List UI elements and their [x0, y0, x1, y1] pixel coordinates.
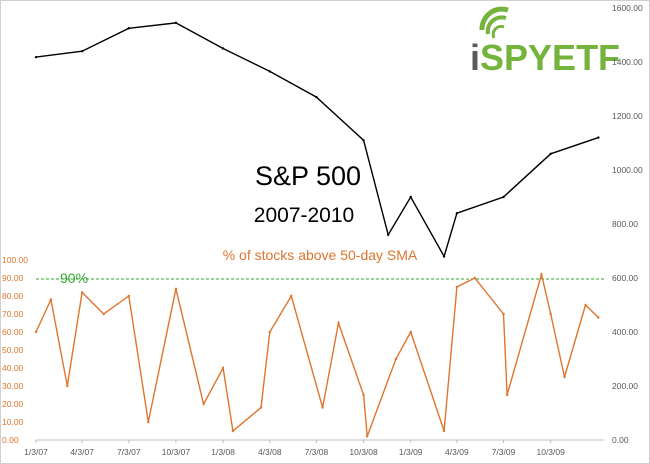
- x-tick-label: 10/3/07: [162, 447, 191, 457]
- breadth-point: [221, 366, 225, 370]
- sp500-point: [34, 55, 38, 59]
- logo-letter-i: i: [470, 37, 480, 78]
- x-tick-label: 1/3/08: [211, 447, 235, 457]
- right-axis-ticks: 0.00 200.00 400.00 600.00 800.00 1000.00 1200.…: [612, 3, 643, 445]
- breadth-point: [505, 393, 509, 397]
- sp500-point: [221, 47, 225, 50]
- sp500-point: [362, 139, 365, 142]
- sp500-point: [80, 50, 84, 53]
- logo-letters-spyetf: SPYETF: [480, 37, 620, 78]
- right-tick-label: 1200.00: [612, 111, 643, 121]
- breadth-point: [49, 298, 53, 301]
- breadth-point: [502, 312, 505, 316]
- sp500-point: [442, 255, 446, 258]
- logo-arc-inner: [491, 25, 505, 39]
- sp500-series-points: [34, 21, 600, 258]
- breadth-point: [365, 435, 369, 438]
- breadth-point: [290, 294, 293, 298]
- breadth-point: [147, 420, 150, 424]
- breadth-series-line: [35, 271, 599, 437]
- breadth-point: [259, 406, 263, 409]
- left-tick-label: 10.00: [2, 417, 24, 427]
- breadth-point: [127, 294, 130, 298]
- breadth-point: [174, 287, 178, 290]
- right-tick-label: 0.00: [612, 435, 629, 445]
- breadth-point: [231, 429, 235, 433]
- right-tick-label: 1600.00: [612, 3, 643, 13]
- x-tick-label: 4/3/08: [258, 447, 282, 457]
- breadth-point: [66, 384, 69, 388]
- left-tick-label: 80.00: [2, 291, 24, 301]
- right-tick-label: 200.00: [612, 381, 638, 391]
- breadth-point: [409, 330, 412, 334]
- x-axis-ticks: 1/3/07 4/3/07 7/3/07 10/3/07 1/3/08 4/3/08 7/3…: [24, 440, 565, 457]
- left-axis-ticks: 0.00 10.00 20.00 30.00 40.00 50.00 60.00 70.00 8…: [2, 255, 28, 445]
- right-tick-label: 400.00: [612, 327, 638, 337]
- chart-subtitle: 2007-2010: [254, 204, 354, 227]
- x-tick-label: 10/3/09: [536, 447, 565, 457]
- sp500-point: [386, 233, 390, 236]
- sp500-point: [127, 27, 130, 30]
- ninety-percent-label: 90%: [60, 270, 88, 286]
- breadth-point: [80, 291, 84, 294]
- left-tick-label: 40.00: [2, 363, 24, 373]
- right-tick-label: 1000.00: [612, 165, 643, 175]
- sp500-point: [174, 21, 178, 25]
- logo-wordmark: iSPYETF: [470, 37, 620, 78]
- sp500-point: [315, 95, 318, 99]
- breadth-series-points: [34, 273, 600, 438]
- breadth-point: [268, 330, 271, 334]
- left-tick-label: 70.00: [2, 309, 24, 319]
- left-tick-label: 20.00: [2, 399, 24, 409]
- breadth-point: [362, 393, 365, 397]
- breadth-point: [34, 330, 38, 334]
- left-tick-label: 90.00: [2, 273, 24, 283]
- ispyetf-logo: iSPYETF: [470, 6, 620, 78]
- right-tick-label: 600.00: [612, 273, 638, 283]
- sp500-point: [502, 195, 505, 199]
- left-tick-label: 30.00: [2, 381, 24, 391]
- logo-arc-middle: [485, 15, 507, 35]
- left-tick-label: 100.00: [2, 255, 28, 265]
- left-tick-label: 0.00: [2, 435, 19, 445]
- sp500-point: [597, 136, 600, 139]
- right-tick-label: 800.00: [612, 219, 638, 229]
- breadth-point: [563, 375, 566, 379]
- x-tick-label: 4/3/09: [445, 447, 469, 457]
- x-tick-label: 1/3/09: [399, 447, 423, 457]
- breadth-point: [202, 402, 205, 406]
- breadth-point: [455, 285, 459, 289]
- right-tick-label: 1400.00: [612, 57, 643, 67]
- breadth-point: [549, 312, 552, 316]
- x-tick-label: 7/3/09: [492, 447, 516, 457]
- left-tick-label: 60.00: [2, 327, 24, 337]
- x-tick-label: 10/3/08: [349, 447, 378, 457]
- breadth-point: [394, 357, 398, 361]
- chart-title: S&P 500: [255, 161, 361, 191]
- breadth-point: [321, 406, 324, 409]
- breadth-point: [473, 276, 477, 280]
- left-tick-label: 50.00: [2, 345, 24, 355]
- breadth-point: [102, 312, 105, 316]
- breadth-point: [337, 321, 340, 325]
- sp500-point: [549, 152, 552, 155]
- sp500-point: [268, 70, 271, 73]
- breadth-point: [597, 316, 600, 319]
- breadth-point: [540, 273, 543, 276]
- x-tick-label: 4/3/07: [70, 447, 94, 457]
- breadth-annotation: % of stocks above 50-day SMA: [223, 247, 418, 263]
- sp500-point: [409, 195, 412, 199]
- x-tick-label: 7/3/08: [305, 447, 329, 457]
- logo-arc-outer: [479, 6, 509, 31]
- sp500-point: [455, 212, 459, 215]
- x-tick-label: 1/3/07: [24, 447, 48, 457]
- breadth-point: [442, 429, 446, 433]
- breadth-point: [584, 303, 587, 307]
- x-tick-label: 7/3/07: [117, 447, 141, 457]
